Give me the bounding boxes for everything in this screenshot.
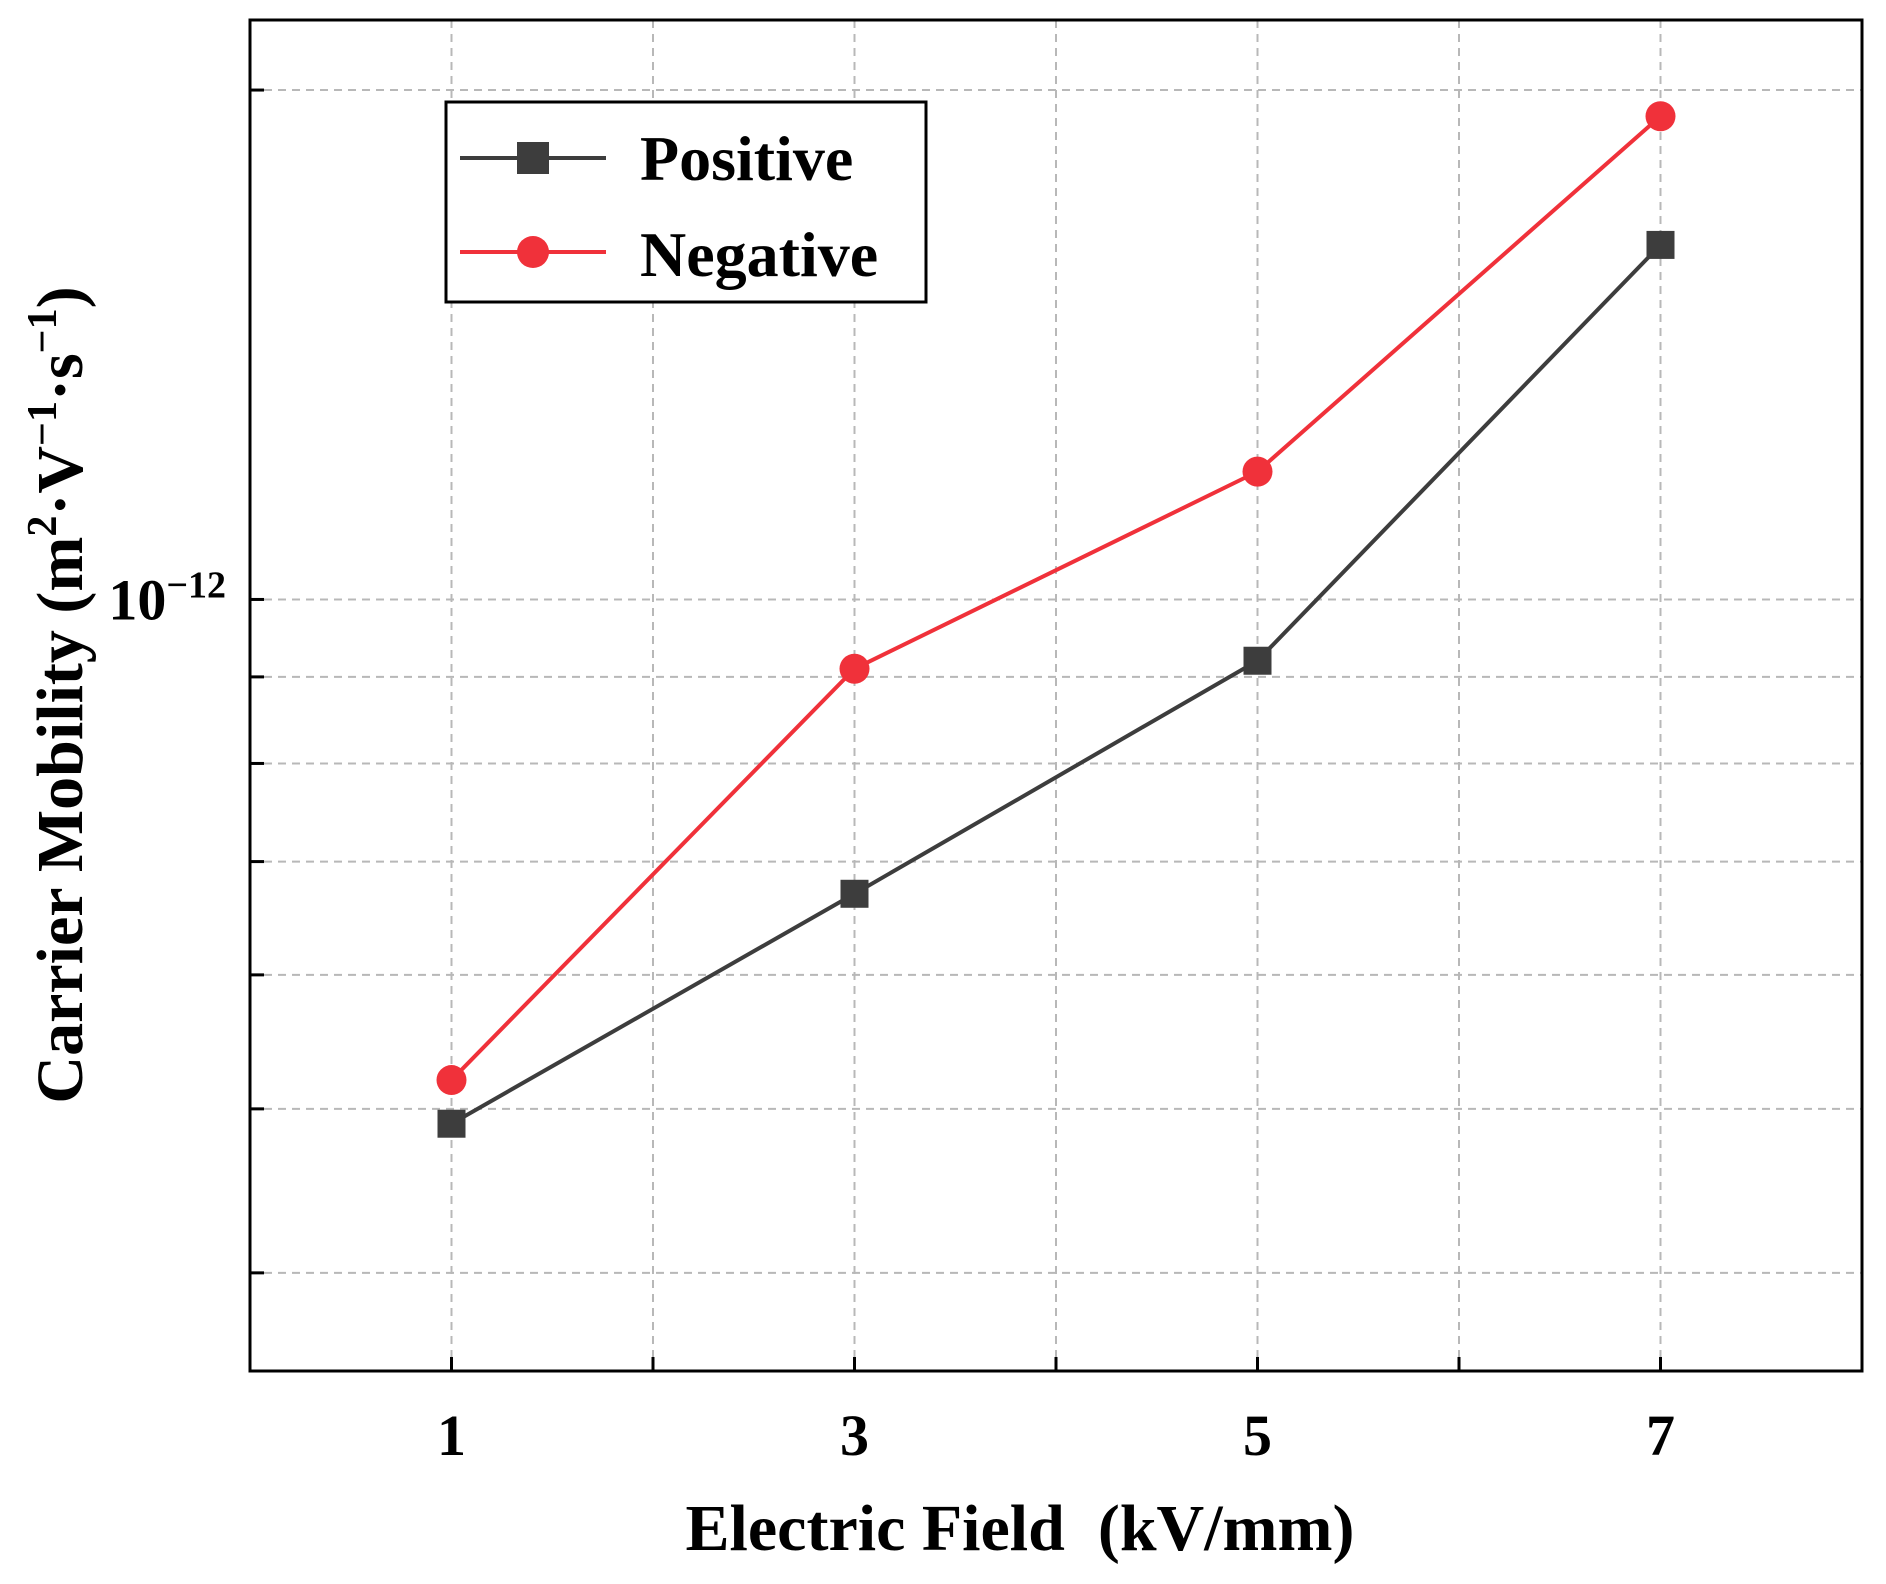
legend-label-negative: Negative xyxy=(640,219,878,290)
data-point-positive xyxy=(840,879,869,908)
legend-marker-positive xyxy=(517,142,549,174)
series-layer xyxy=(436,101,1676,1138)
x-tick-label: 5 xyxy=(1243,1403,1272,1468)
axis-ticks: 1 3 5 7 xyxy=(250,88,1675,1468)
legend-box xyxy=(444,100,928,304)
y-tick-label: 10−12 xyxy=(108,564,226,632)
data-point-positive xyxy=(1243,646,1272,675)
data-point-negative xyxy=(839,653,870,684)
series-line-positive xyxy=(450,243,1662,1126)
data-point-positive xyxy=(437,1109,466,1138)
x-tick-label: 1 xyxy=(437,1403,466,1468)
data-point-positive xyxy=(1646,230,1675,259)
series-line-negative xyxy=(450,114,1662,1082)
x-tick-label: 3 xyxy=(840,1403,869,1468)
x-tick-label: 7 xyxy=(1646,1403,1675,1468)
legend: Positive Negative xyxy=(444,100,928,304)
legend-marker-negative xyxy=(517,236,549,268)
y-axis-title: Carrier Mobility (m2·V−1·s−1) xyxy=(20,286,97,1103)
data-point-negative xyxy=(1645,101,1676,132)
data-point-negative xyxy=(436,1065,467,1096)
legend-label-positive: Positive xyxy=(640,123,853,194)
x-axis-title: Electric Field (kV/mm) xyxy=(686,1492,1355,1565)
data-point-negative xyxy=(1242,456,1273,487)
